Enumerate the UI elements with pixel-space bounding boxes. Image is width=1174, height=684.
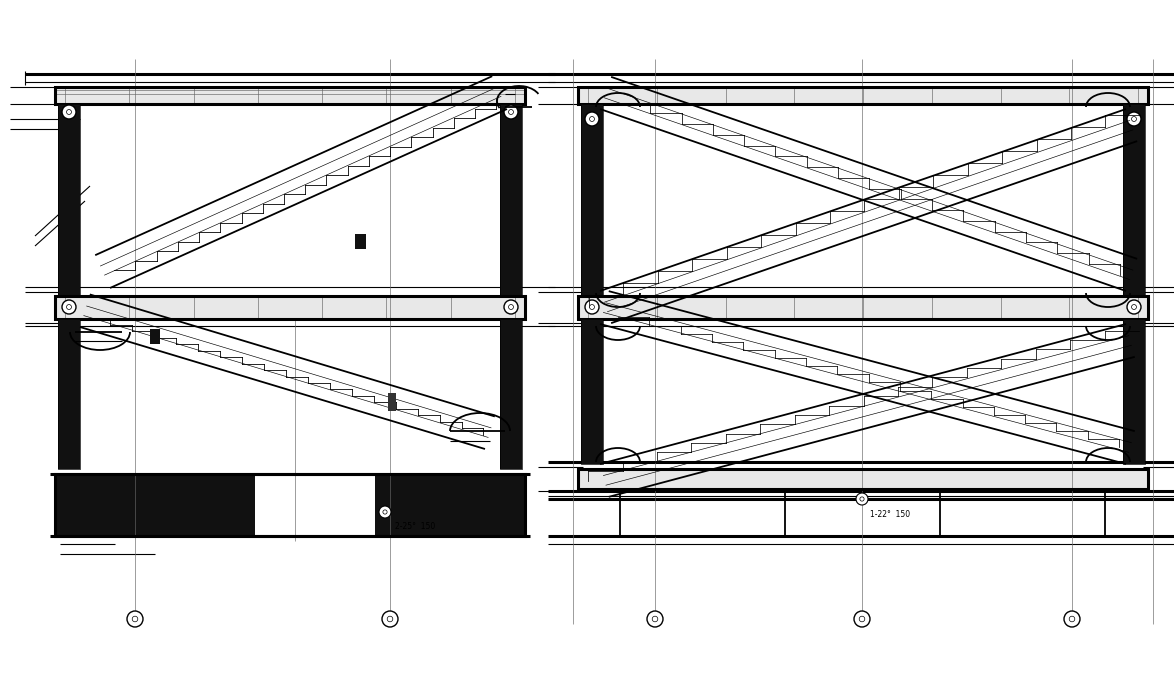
Circle shape (589, 304, 594, 309)
Bar (387, 393, 396, 411)
Circle shape (504, 300, 518, 314)
Bar (55, 87, 525, 104)
Circle shape (585, 112, 599, 126)
Bar (55, 296, 525, 319)
Bar (581, 319, 603, 464)
Bar (500, 104, 522, 296)
Bar (150, 329, 160, 344)
Bar (500, 319, 522, 469)
Bar (55, 296, 525, 319)
Bar (55, 474, 525, 536)
Bar (578, 296, 1148, 319)
Circle shape (67, 304, 72, 309)
Bar (578, 87, 1148, 104)
Bar (1124, 319, 1145, 464)
Circle shape (856, 493, 868, 505)
Bar (578, 469, 1148, 489)
Bar (578, 469, 1148, 489)
Circle shape (387, 616, 393, 622)
Circle shape (585, 300, 599, 314)
Circle shape (62, 300, 76, 314)
Circle shape (1070, 616, 1075, 622)
Bar (355, 234, 366, 249)
Bar (1124, 104, 1145, 296)
Bar (55, 474, 255, 536)
Bar (500, 104, 522, 296)
Bar (58, 104, 80, 296)
Circle shape (508, 109, 513, 114)
Bar (58, 319, 80, 469)
Bar (58, 319, 80, 469)
Bar (1124, 104, 1145, 296)
Bar (578, 296, 1148, 319)
Circle shape (653, 616, 657, 622)
Circle shape (383, 510, 387, 514)
Circle shape (1132, 116, 1136, 122)
Circle shape (508, 304, 513, 309)
Circle shape (382, 611, 398, 627)
Circle shape (853, 611, 870, 627)
Circle shape (1127, 300, 1141, 314)
Circle shape (1132, 304, 1136, 309)
Circle shape (67, 109, 72, 114)
Circle shape (589, 116, 594, 122)
Circle shape (859, 616, 865, 622)
Bar (581, 104, 603, 296)
Bar (940, 489, 1105, 536)
Bar (58, 104, 80, 296)
Bar (578, 87, 1148, 104)
Text: 1-22°  150: 1-22° 150 (870, 510, 910, 519)
Bar (581, 319, 603, 464)
Bar (1124, 319, 1145, 464)
Bar (500, 319, 522, 469)
Circle shape (1127, 112, 1141, 126)
Text: 2-25°  150: 2-25° 150 (394, 522, 436, 531)
Circle shape (504, 105, 518, 119)
Circle shape (859, 497, 864, 501)
Circle shape (62, 105, 76, 119)
Circle shape (133, 616, 137, 622)
Circle shape (1064, 611, 1080, 627)
Circle shape (379, 506, 391, 518)
Bar (375, 474, 525, 536)
Bar (581, 104, 603, 296)
Circle shape (127, 611, 143, 627)
Circle shape (647, 611, 663, 627)
Bar (620, 489, 785, 536)
Bar (55, 87, 525, 104)
